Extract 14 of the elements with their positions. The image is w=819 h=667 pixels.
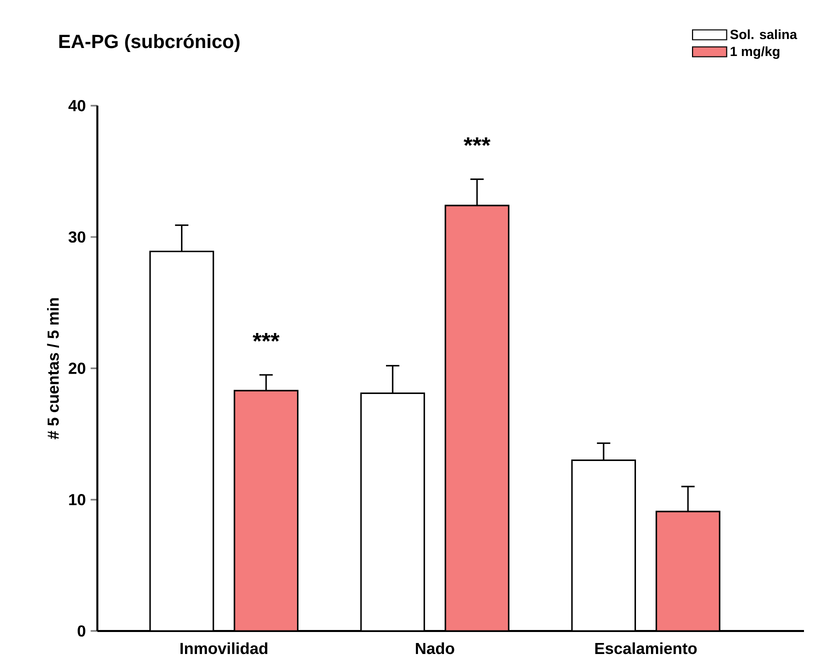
annotation: *** bbox=[252, 332, 280, 342]
y-tick-label: 40 bbox=[68, 100, 86, 112]
y-tick-label: 10 bbox=[69, 494, 86, 506]
y-tick-label: 30 bbox=[68, 231, 86, 243]
y-axis-title: # 5 cuentas / 5 min bbox=[47, 298, 59, 440]
legend-label: Sol. salina bbox=[730, 29, 798, 40]
y-tick-label: 20 bbox=[68, 362, 86, 374]
chart-title: EA-PG (subcrónico) bbox=[59, 34, 240, 52]
x-tick-label: Inmovilidad bbox=[180, 642, 268, 654]
legend-label: 1 mg/kg bbox=[730, 46, 780, 59]
x-tick-label: Escalamiento bbox=[595, 642, 697, 654]
x-tick-label: Nado bbox=[416, 642, 454, 654]
y-tick-label: 0 bbox=[78, 625, 86, 637]
annotation: *** bbox=[464, 137, 490, 146]
